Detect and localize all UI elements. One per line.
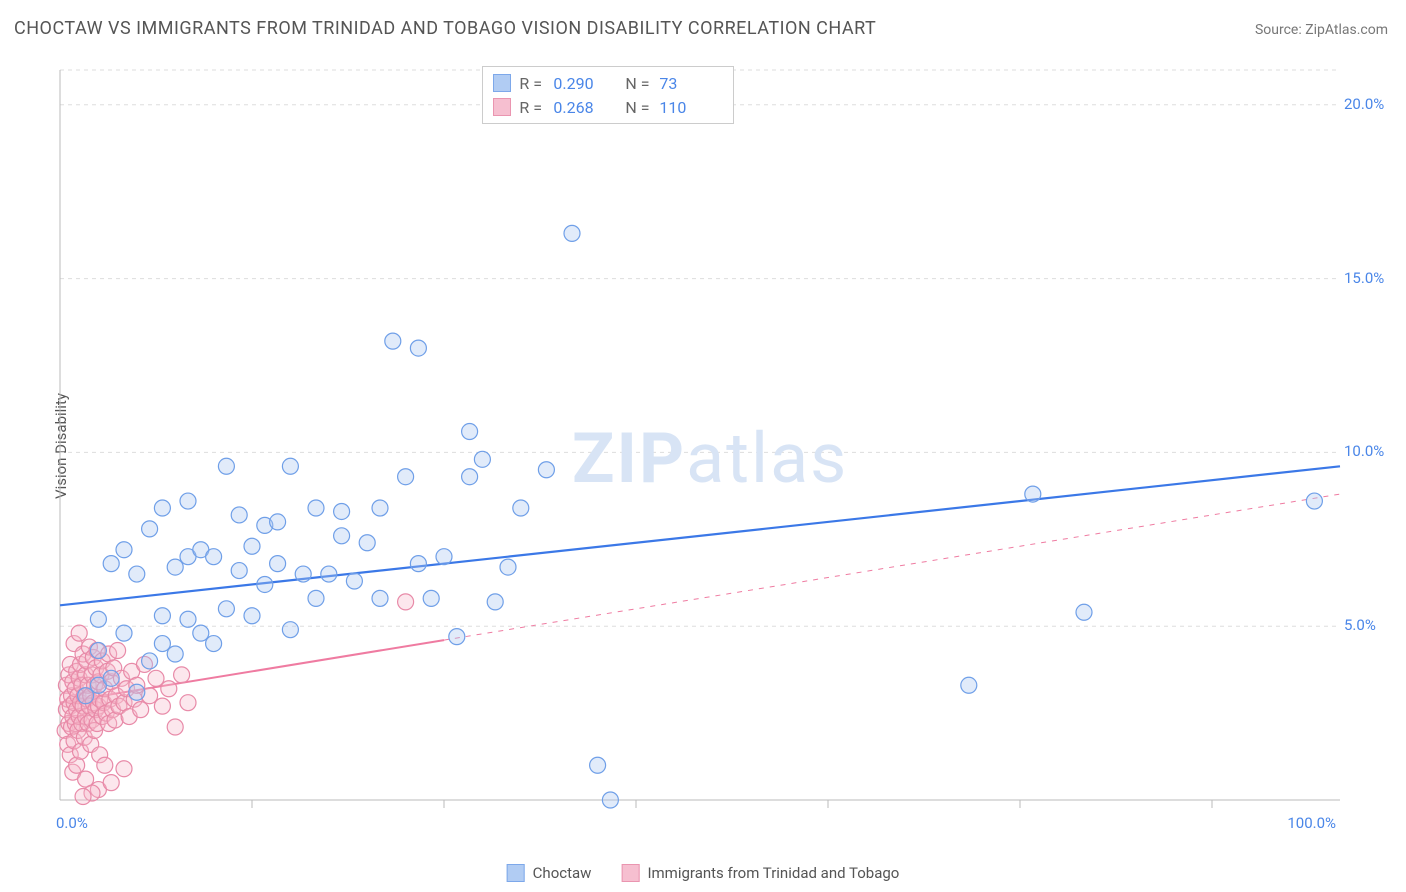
chart-container: { "title": "CHOCTAW VS IMMIGRANTS FROM T…	[0, 0, 1406, 892]
legend-n-value: 110	[659, 98, 723, 117]
axis-tick-label: 20.0%	[1344, 95, 1384, 113]
legend-n-value: 73	[659, 74, 723, 93]
legend-r-label: R =	[519, 98, 545, 117]
legend-r-value: 0.268	[553, 98, 617, 117]
axis-tick-label: 15.0%	[1344, 269, 1384, 287]
legend-r-value: 0.290	[553, 74, 617, 93]
legend-swatch	[507, 864, 525, 882]
legend-n-label: N =	[625, 98, 651, 117]
legend-swatch	[493, 74, 511, 92]
axis-tick-label: 10.0%	[1344, 442, 1384, 460]
legend-n-label: N =	[625, 74, 651, 93]
legend-swatch	[493, 98, 511, 116]
scatter-svg	[50, 60, 1390, 840]
plot-area: R =0.290N =73R =0.268N =110 ZIPatlas	[50, 60, 1390, 840]
legend-row: R = 0.268 N = 110	[493, 95, 723, 119]
legend-r-label: R =	[519, 74, 545, 93]
correlation-legend: R = 0.290 N = 73 R = 0.268 N = 110	[482, 66, 734, 124]
axis-tick-label: 100.0%	[1287, 814, 1336, 832]
legend-row: R = 0.290 N = 73	[493, 71, 723, 95]
series-legend-label: Choctaw	[533, 864, 592, 882]
series-legend-item: Choctaw	[507, 864, 592, 882]
series-legend-label: Immigrants from Trinidad and Tobago	[647, 864, 899, 882]
series-legend-item: Immigrants from Trinidad and Tobago	[621, 864, 899, 882]
source-attribution: Source: ZipAtlas.com	[1255, 22, 1388, 38]
series-legend: Choctaw Immigrants from Trinidad and Toba…	[507, 864, 900, 882]
axis-tick-label: 5.0%	[1344, 616, 1376, 634]
axis-tick-label: 0.0%	[56, 814, 88, 832]
legend-swatch	[621, 864, 639, 882]
chart-title: CHOCTAW VS IMMIGRANTS FROM TRINIDAD AND …	[14, 18, 876, 39]
